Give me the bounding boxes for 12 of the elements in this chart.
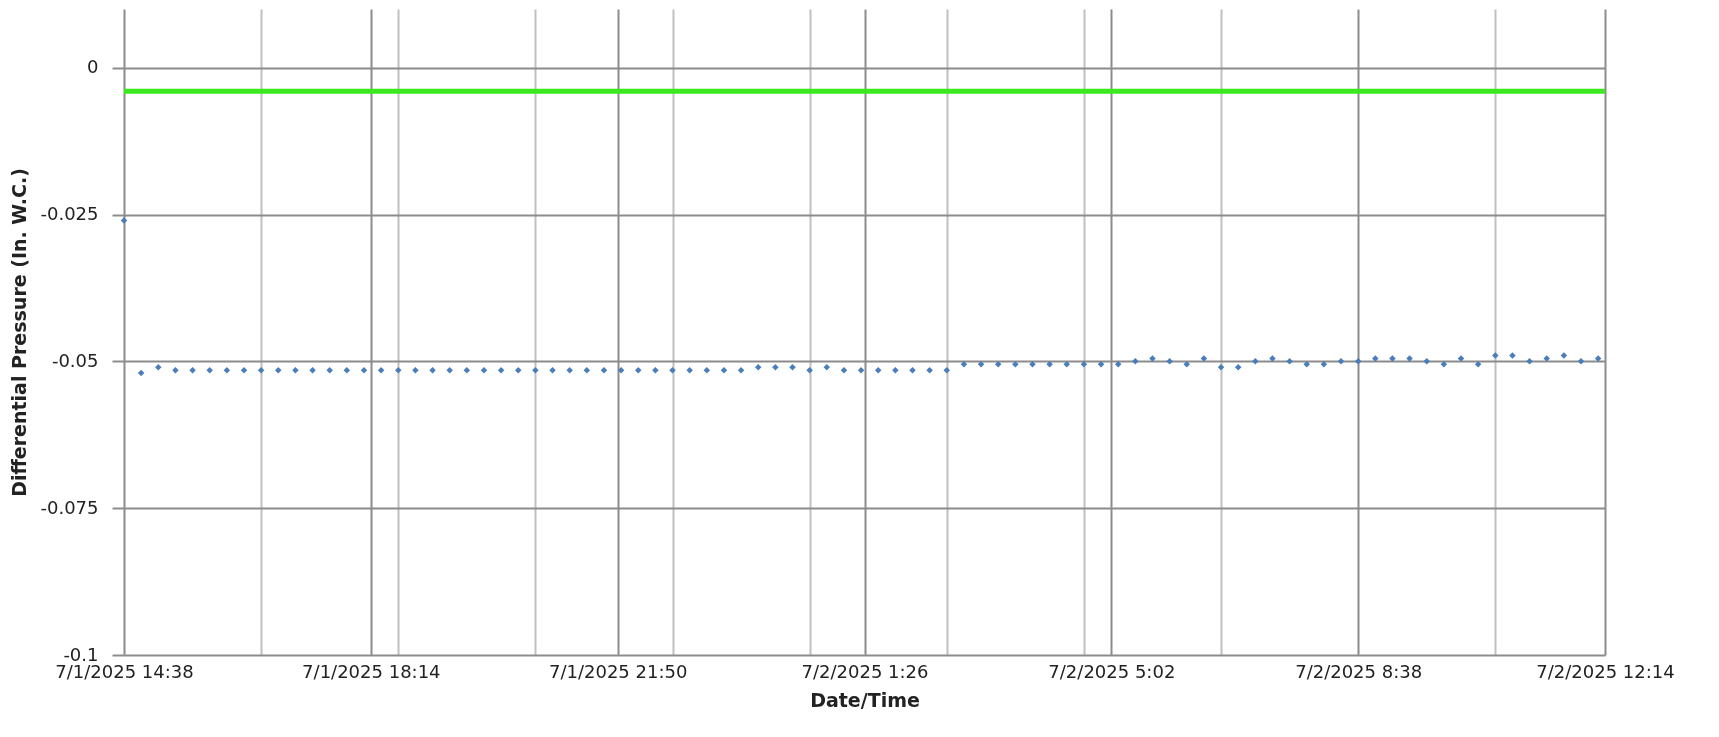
x-tick-label: 7/1/2025 18:14 <box>302 660 441 682</box>
x-tick-label: 7/2/2025 1:26 <box>801 660 929 682</box>
y-tick-label: 0 <box>87 56 99 78</box>
x-axis-title: Date/Time <box>810 688 920 711</box>
y-tick-label: -0.05 <box>51 349 99 371</box>
y-axis-title: Differential Pressure (In. W.C.) <box>8 168 31 497</box>
x-tick-label: 7/2/2025 5:02 <box>1048 660 1176 682</box>
y-tick-label: -0.025 <box>40 203 99 225</box>
x-tick-label: 7/2/2025 12:14 <box>1536 660 1675 682</box>
x-tick-label: 7/2/2025 8:38 <box>1295 660 1423 682</box>
x-tick-label: 7/1/2025 21:50 <box>548 660 688 682</box>
y-tick-label: -0.075 <box>40 496 99 518</box>
